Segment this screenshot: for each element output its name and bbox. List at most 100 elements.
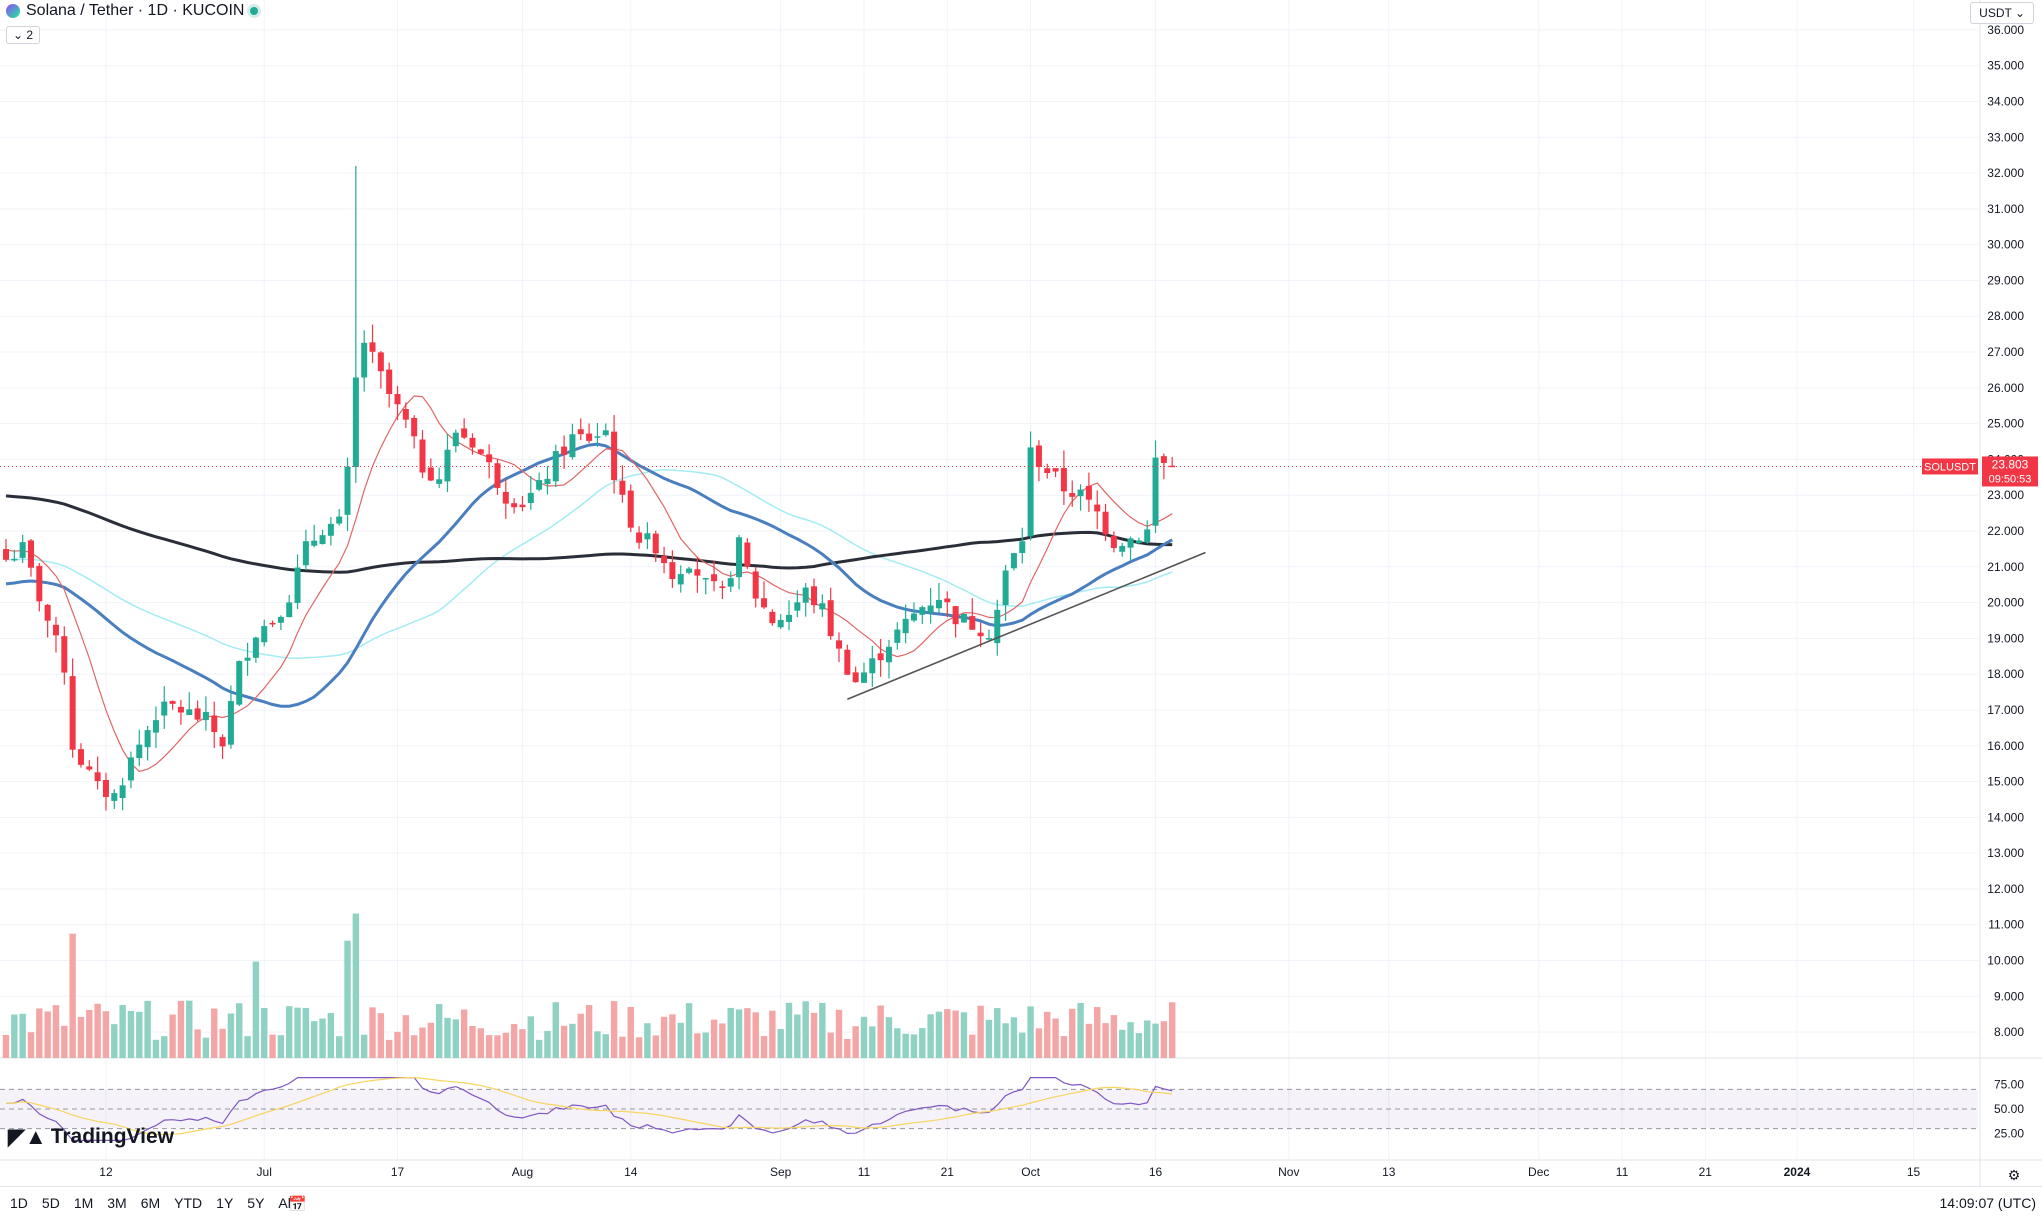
volume-bar [1035, 1028, 1043, 1058]
volume-bar [844, 1039, 851, 1058]
volume-bar [311, 1021, 318, 1058]
candle-body [202, 711, 209, 721]
period-button-3m[interactable]: 3M [107, 1195, 127, 1211]
volume-bar [77, 1016, 85, 1058]
candle-body [652, 533, 659, 554]
volume-bar [344, 940, 351, 1058]
candle-body [44, 604, 51, 621]
y-tick-label: 30.000 [1987, 238, 2024, 252]
volume-bar [819, 1002, 826, 1058]
candle-body [452, 432, 459, 447]
volume-bar [261, 1008, 268, 1058]
period-button-6m[interactable]: 6M [140, 1195, 161, 1211]
volume-bar [910, 1034, 918, 1058]
candle-body [586, 433, 593, 441]
volume-bar [302, 1007, 310, 1058]
y-tick-label: 20.000 [1987, 596, 2024, 610]
candle-body [1027, 447, 1034, 537]
ma-cyan-line [6, 469, 1173, 659]
candle-body [661, 556, 668, 564]
candle-body [236, 661, 243, 705]
volume-bar [227, 1013, 235, 1058]
y-tick-label: 10.000 [1987, 954, 2024, 968]
rsi-ma-line [6, 1077, 1173, 1136]
price-chart[interactable]: 8.000 9.000 10.000 11.000 12.000 13.000 14.000… [0, 0, 2042, 1186]
period-button-5y[interactable]: 5Y [247, 1195, 265, 1211]
candle-body [27, 540, 34, 568]
volume-bar [127, 1010, 135, 1058]
candle-body [161, 701, 168, 716]
utc-clock[interactable]: 14:09:07 (UTC) [1939, 1195, 2036, 1211]
candle-body [802, 587, 809, 603]
price-tag-bg [1982, 456, 2038, 487]
calendar-icon[interactable]: 📅 [288, 1196, 307, 1213]
volume-bar [852, 1026, 859, 1058]
volume-bar [902, 1033, 909, 1058]
volume-bar [827, 1032, 834, 1058]
volume-bar [244, 1036, 251, 1058]
candle-body [994, 609, 1001, 644]
volume-bar [1027, 1006, 1034, 1058]
period-button-1y[interactable]: 1Y [216, 1195, 234, 1211]
ma-200-line [5, 494, 1173, 574]
candle-body [544, 478, 551, 484]
x-tick-label: 13 [1382, 1165, 1396, 1179]
candle-body [294, 567, 301, 603]
candle-body [469, 437, 476, 448]
candle-body [69, 676, 76, 750]
candle-body [486, 454, 493, 463]
volume-bar [369, 1007, 376, 1058]
volume-bar [577, 1013, 584, 1058]
candle-body [561, 446, 568, 455]
candle-body [111, 793, 118, 801]
volume-bar [602, 1034, 609, 1058]
volume-bar [269, 1034, 276, 1058]
candle-body [119, 785, 126, 798]
currency-select[interactable]: USDT ⌄ [1970, 2, 2034, 24]
volume-bar [877, 1005, 884, 1058]
volume-bar [460, 1009, 468, 1058]
candle-body [1119, 545, 1126, 552]
candle-body [727, 578, 734, 587]
candle-body [910, 613, 917, 621]
tradingview-logo[interactable]: ◤▲ TradingView [8, 1124, 174, 1150]
volume-bar [1144, 1020, 1151, 1058]
volume-bar [985, 1019, 993, 1058]
volume-bar [552, 1002, 559, 1058]
volume-bar [977, 1005, 984, 1058]
rsi-tick-label: 50.00 [1994, 1102, 2024, 1116]
volume-bar [11, 1014, 18, 1058]
volume-bar [752, 1012, 759, 1058]
x-tick-label: 11 [1616, 1165, 1629, 1179]
y-tick-label: 26.000 [1987, 381, 2024, 395]
candle-body [552, 451, 559, 482]
candle-body [461, 428, 468, 438]
candle-body [644, 533, 651, 540]
period-button-1m[interactable]: 1M [73, 1195, 94, 1211]
period-button-1d[interactable]: 1D [10, 1195, 28, 1211]
x-tick-label: 11 [858, 1165, 871, 1179]
candle-body [811, 586, 818, 606]
candle-body [1135, 540, 1142, 543]
candle-body [611, 431, 618, 481]
candle-body [702, 577, 709, 580]
volume-bar [419, 1027, 426, 1058]
candle-body [902, 618, 909, 634]
volume-bar [935, 1011, 943, 1058]
volume-bar [144, 1000, 151, 1058]
period-button-5d[interactable]: 5D [41, 1195, 60, 1211]
volume-bar [510, 1024, 518, 1058]
x-tick-label: 2024 [1784, 1165, 1811, 1179]
period-button-ytd[interactable]: YTD [174, 1195, 203, 1211]
volume-bar [86, 1009, 93, 1058]
volume-bar [944, 1009, 951, 1058]
volume-bar [61, 1025, 68, 1058]
volume-bar [469, 1025, 476, 1058]
collapse-indicators-button[interactable]: ⌄ 2 [6, 26, 41, 44]
symbol-title[interactable]: Solana / Tether · 1D · KUCOIN [26, 2, 245, 19]
volume-bar [69, 933, 76, 1058]
period-button-all[interactable]: All [278, 1195, 294, 1211]
candle-body [77, 749, 84, 765]
chart-header[interactable]: Solana / Tether · 1D · KUCOIN [6, 2, 259, 20]
volume-bar [1052, 1018, 1059, 1058]
